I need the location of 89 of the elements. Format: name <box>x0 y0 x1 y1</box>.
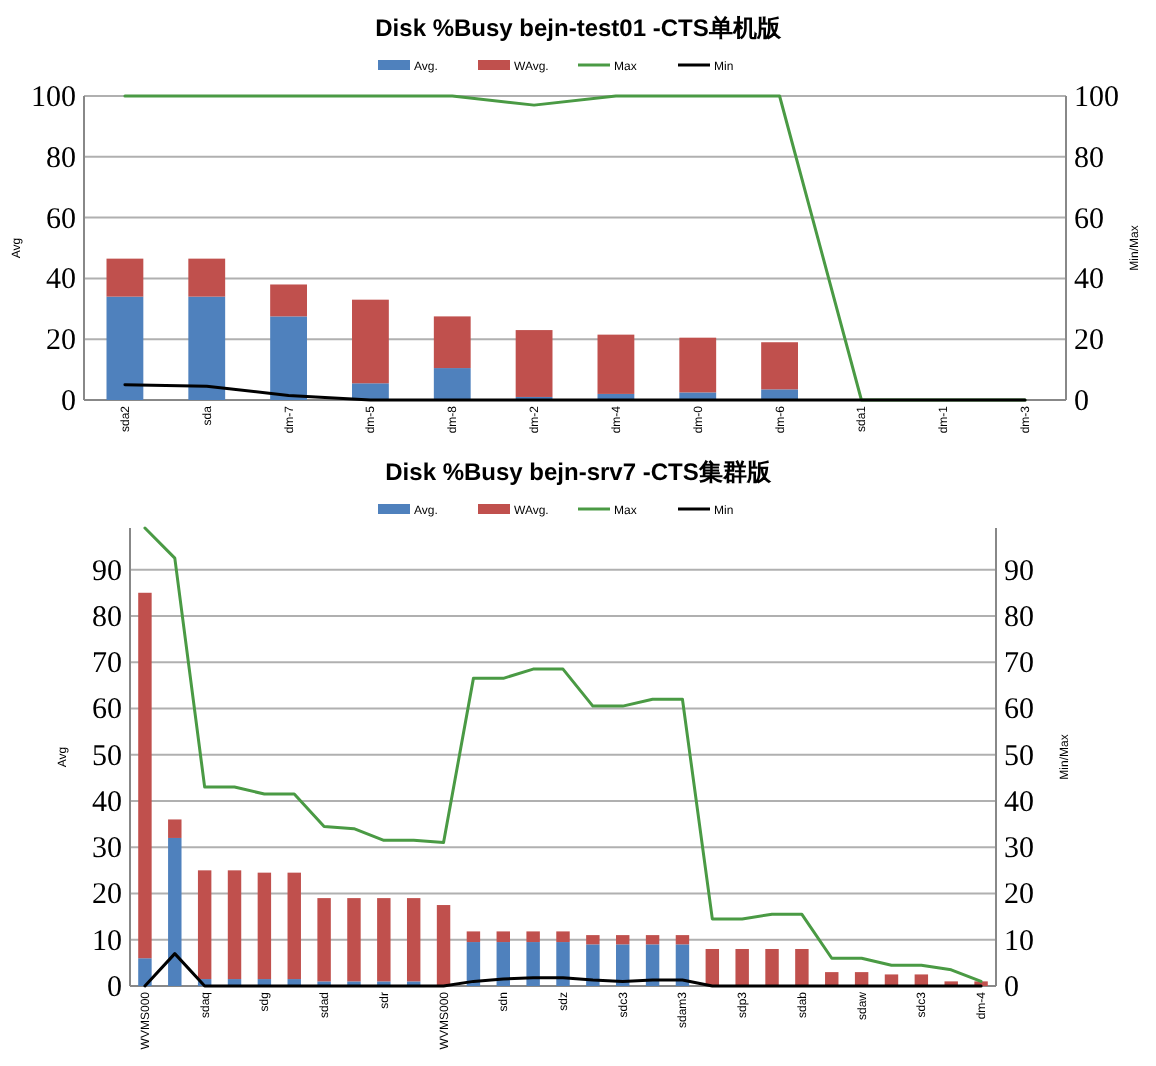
bar <box>761 389 798 400</box>
bar <box>735 948 749 986</box>
bar <box>406 898 421 982</box>
y2-tick-label: 20 <box>1074 325 1104 358</box>
line-series <box>143 526 983 983</box>
bar <box>436 905 451 986</box>
bar <box>227 870 242 980</box>
bar <box>433 368 471 400</box>
bar <box>106 258 144 297</box>
bar <box>597 334 635 394</box>
y2-tick-label: 70 <box>1004 648 1034 681</box>
y2-tick-label: 100 <box>1074 82 1119 114</box>
line-series <box>143 952 983 988</box>
bar <box>675 944 690 986</box>
bar <box>168 837 182 986</box>
y-tick-label: 80 <box>46 142 76 175</box>
bar <box>466 942 481 986</box>
bar <box>645 935 660 945</box>
y2-tick-label: 40 <box>1074 264 1104 297</box>
bar <box>854 972 869 986</box>
bar <box>884 974 899 986</box>
bar <box>496 942 510 986</box>
y-tick-label: 40 <box>92 786 122 819</box>
bar <box>765 948 779 986</box>
y2-tick-label: 30 <box>1004 833 1034 866</box>
y2-tick-label: 80 <box>1074 142 1104 175</box>
y-tick-label: 60 <box>46 203 76 236</box>
y2-tick-label: 80 <box>1004 601 1034 634</box>
y-tick-label: 50 <box>92 740 122 773</box>
y2-tick-label: 50 <box>1004 740 1034 773</box>
bar <box>352 383 389 400</box>
bar <box>138 592 152 959</box>
bar <box>270 316 307 400</box>
y2-tick-label: 20 <box>1004 879 1034 912</box>
bar <box>496 931 510 943</box>
y2-tick-label: 10 <box>1004 925 1034 958</box>
bar <box>270 284 307 317</box>
bar <box>675 935 690 945</box>
y2-tick-label: 60 <box>1004 694 1034 727</box>
bar <box>761 342 798 390</box>
y-tick-label: 40 <box>46 264 76 297</box>
y2-tick-label: 0 <box>1074 386 1089 418</box>
y-tick-label: 20 <box>92 879 122 912</box>
bar <box>556 942 570 986</box>
y-tick-label: 30 <box>92 833 122 866</box>
y2-tick-label: 60 <box>1074 203 1104 236</box>
bar <box>287 872 301 980</box>
bar <box>705 948 720 986</box>
y-tick-label: 10 <box>92 925 122 958</box>
y-tick-label: 0 <box>107 972 122 1004</box>
y-tick-label: 80 <box>92 601 122 634</box>
bar <box>914 974 929 986</box>
y2-tick-label: 90 <box>1004 555 1034 588</box>
line-series <box>123 383 1027 402</box>
bar <box>526 931 540 943</box>
bar <box>645 944 660 986</box>
bar <box>317 898 331 982</box>
y-tick-label: 60 <box>92 694 122 727</box>
chart-title: Disk %Busy bejn-srv7 -CTS集群版 <box>385 458 773 486</box>
bar <box>433 316 471 369</box>
y2-tick-label: 0 <box>1004 972 1019 1004</box>
bar <box>795 948 809 986</box>
y-tick-label: 100 <box>31 82 76 114</box>
bar <box>188 296 226 400</box>
bar <box>466 931 481 943</box>
y-tick-label: 70 <box>92 648 122 681</box>
bar <box>616 935 630 945</box>
bar <box>377 898 391 982</box>
bar <box>106 296 144 400</box>
bar <box>679 337 717 393</box>
bar <box>526 942 540 986</box>
bar <box>188 258 226 297</box>
y-tick-label: 90 <box>92 555 122 588</box>
bar <box>825 972 839 986</box>
y-tick-label: 0 <box>61 386 76 418</box>
bar <box>347 898 361 982</box>
bar <box>616 944 630 986</box>
y2-tick-label: 40 <box>1004 786 1034 819</box>
bar <box>586 935 600 945</box>
bar <box>586 944 600 986</box>
bar <box>515 330 553 397</box>
bar <box>168 819 182 838</box>
bar <box>556 931 570 943</box>
bar <box>257 872 272 980</box>
bar <box>138 958 152 986</box>
bar <box>352 299 389 384</box>
y-tick-label: 20 <box>46 325 76 358</box>
chart-title: Disk %Busy bejn-test01 -CTS单机版 <box>375 14 783 42</box>
bar <box>197 870 212 980</box>
